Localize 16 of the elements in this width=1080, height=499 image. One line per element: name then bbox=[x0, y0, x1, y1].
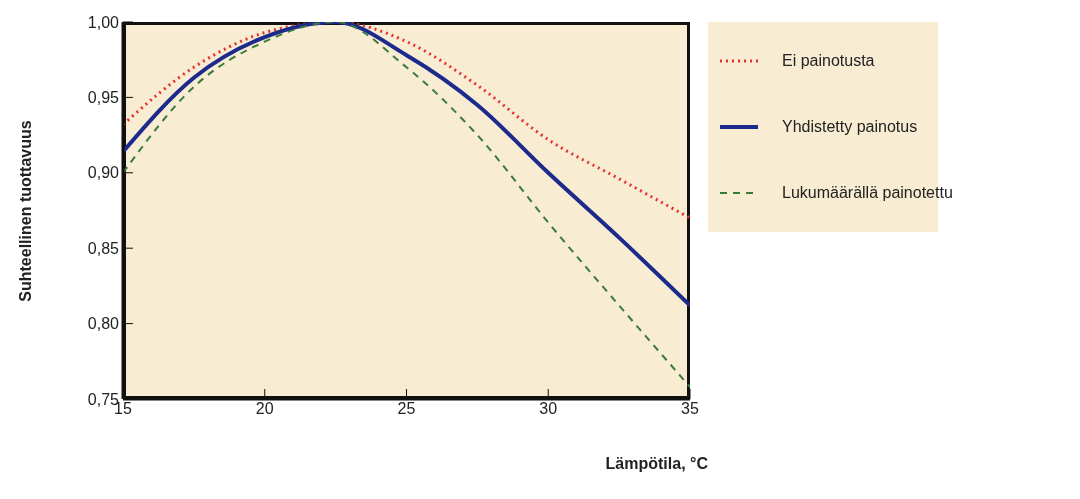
legend-label: Ei painotusta bbox=[782, 52, 875, 70]
y-tick-label: 0,95 bbox=[87, 89, 120, 107]
y-tick-label: 0,80 bbox=[87, 315, 120, 333]
y-axis-title: Suhteellinen tuottavuus bbox=[17, 119, 35, 302]
line-series bbox=[123, 22, 690, 388]
x-tick-label: 30 bbox=[539, 400, 558, 418]
legend-label: Lukumäärällä painotettu bbox=[782, 184, 953, 202]
y-tick-label: 1,00 bbox=[87, 13, 120, 31]
line-series bbox=[123, 22, 690, 308]
x-tick-label: 25 bbox=[397, 400, 416, 418]
x-tick-label: 20 bbox=[255, 400, 274, 418]
legend-label: Yhdistetty painotus bbox=[782, 118, 918, 136]
y-tick-label: 0,90 bbox=[87, 164, 120, 182]
x-tick-label: 35 bbox=[681, 400, 699, 418]
x-axis-title: Lämpötila, °C bbox=[604, 455, 708, 473]
y-tick-label: 0,85 bbox=[87, 239, 120, 257]
